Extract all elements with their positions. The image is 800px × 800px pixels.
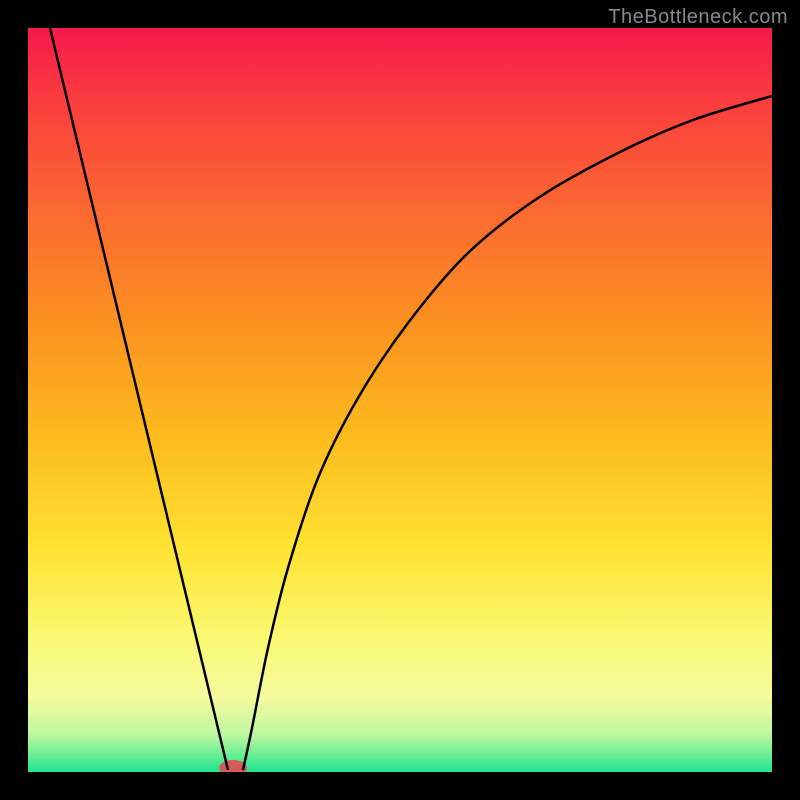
watermark-text: TheBottleneck.com: [608, 6, 788, 29]
right-curve-segment: [243, 96, 772, 770]
left-curve-segment: [50, 28, 228, 770]
chart-plot-area: [28, 28, 772, 772]
curve-layer: [28, 28, 772, 772]
